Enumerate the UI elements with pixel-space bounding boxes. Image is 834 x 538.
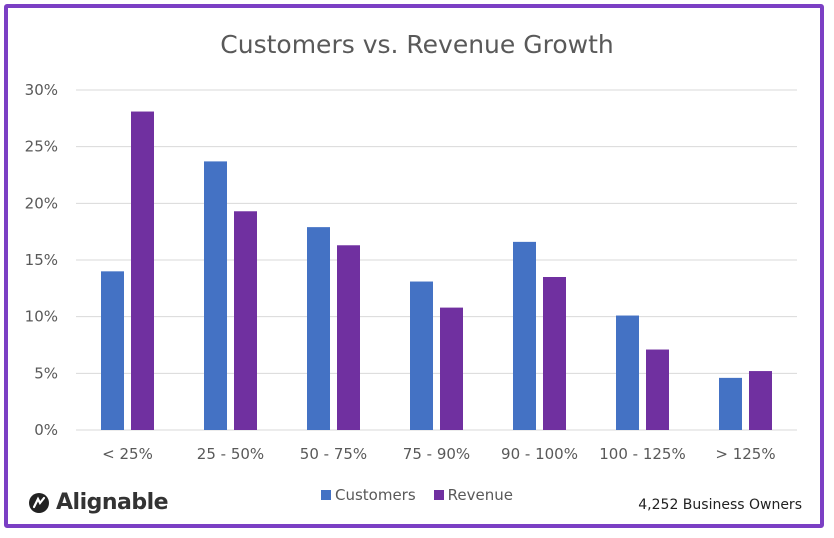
bars — [101, 111, 772, 431]
y-tick-label: 10% — [25, 308, 58, 326]
bar-revenue — [646, 349, 669, 430]
x-tick-label: < 25% — [102, 445, 153, 463]
legend-swatch-revenue — [433, 490, 444, 500]
bar-revenue — [337, 245, 360, 430]
x-tick-label: 25 - 50% — [197, 445, 264, 463]
chart-title: Customers vs. Revenue Growth — [220, 30, 614, 59]
y-tick-label: 25% — [25, 138, 58, 156]
bar-revenue — [234, 211, 257, 430]
x-axis-ticks: < 25% 25 - 50% 50 - 75% 75 - 90% 90 - 100% 10… — [102, 445, 775, 463]
x-tick-label: 90 - 100% — [501, 445, 578, 463]
bar-customers — [307, 227, 330, 430]
bar-customers — [719, 377, 742, 430]
gridlines — [76, 89, 797, 431]
y-tick-label: 0% — [34, 421, 58, 439]
bar-customers — [410, 281, 433, 430]
x-tick-label: 100 - 125% — [599, 445, 685, 463]
legend-item-revenue: Revenue — [433, 486, 513, 504]
y-tick-label: 30% — [25, 81, 58, 99]
legend-item-customers: Customers — [320, 486, 416, 504]
legend-label-customers: Customers — [334, 486, 416, 504]
bar-customers — [204, 161, 227, 430]
bar-customers — [513, 241, 536, 430]
bar-revenue — [543, 277, 566, 430]
legend-label-revenue: Revenue — [447, 486, 513, 504]
bar-customers — [616, 315, 639, 430]
x-tick-label: 75 - 90% — [403, 445, 470, 463]
bar-revenue — [440, 307, 463, 430]
y-tick-label: 5% — [34, 364, 58, 382]
x-tick-label: 50 - 75% — [300, 445, 367, 463]
y-tick-label: 20% — [25, 194, 58, 212]
brand-name: Alignable — [56, 490, 169, 515]
alignable-logo: Alignable — [28, 490, 169, 515]
legend: Customers Revenue — [0, 486, 834, 504]
bar-customers — [101, 271, 124, 430]
legend-swatch-customers — [320, 490, 331, 500]
x-tick-label: > 125% — [715, 445, 775, 463]
bar-revenue — [749, 371, 772, 430]
footnote: 4,252 Business Owners — [638, 497, 802, 513]
y-tick-label: 15% — [25, 251, 58, 269]
bar-revenue — [131, 111, 154, 431]
y-axis-ticks: 0% 5% 10% 15% 20% 25% 30% — [25, 81, 58, 439]
alignable-logo-icon — [29, 492, 49, 513]
